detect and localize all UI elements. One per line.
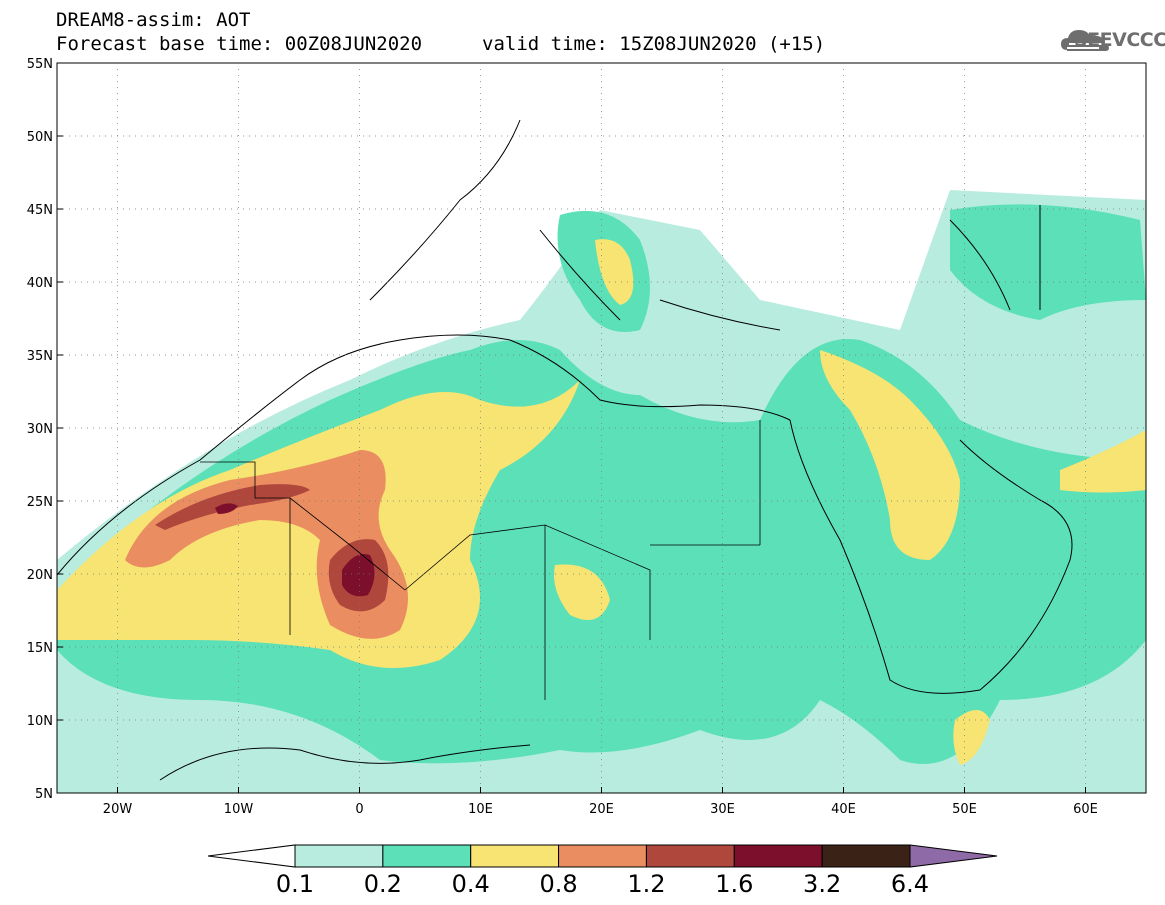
colorbar-arrow-low xyxy=(207,844,296,868)
lon-tick-label: 40E xyxy=(831,802,856,817)
borders xyxy=(200,420,761,700)
lon-tick-label: 10E xyxy=(468,802,493,817)
colorbar-swatch xyxy=(470,844,560,868)
lon-tick-label: 50E xyxy=(952,802,977,817)
valid-time: valid time: 15Z08JUN2020 (+15) xyxy=(482,33,826,55)
aot-region-moderate-caspian xyxy=(950,204,1146,320)
cloud-icon xyxy=(1061,30,1109,51)
colorbar-label: 1.6 xyxy=(715,870,753,898)
colorbar-label: 1.2 xyxy=(627,870,665,898)
lat-tick-label: 45N xyxy=(27,203,53,218)
aot-region-peak xyxy=(215,503,375,597)
aot-region-high-arabia xyxy=(820,350,960,560)
colorbar-swatch xyxy=(558,844,647,868)
colorbar-swatch xyxy=(294,844,384,868)
lon-tick-label: 20W xyxy=(103,802,133,817)
forecast-base-time: Forecast base time: 00Z08JUN2020 xyxy=(56,33,423,55)
lat-tick-label: 15N xyxy=(27,641,53,656)
colorbar-swatch xyxy=(382,844,472,868)
logo-text: SEEVCCC xyxy=(1074,29,1165,51)
lat-tick-label: 30N xyxy=(27,422,53,437)
lat-tick-label: 25N xyxy=(27,495,53,510)
colorbar-swatch xyxy=(645,844,735,868)
colorbar-label: 0.2 xyxy=(364,870,402,898)
lon-tick-label: 0 xyxy=(355,802,363,817)
lat-tick-label: 5N xyxy=(35,787,53,802)
map-title: DREAM8-assim: AOT xyxy=(56,9,251,31)
coastlines xyxy=(57,119,1073,781)
lon-tick-label: 20E xyxy=(589,802,614,817)
lat-tick-label: 35N xyxy=(27,349,53,364)
lat-ticks: 5N 10N 15N 20N 25N 30N 35N 40N 45N 50N 55N xyxy=(27,57,63,802)
lat-tick-label: 20N xyxy=(27,568,53,583)
colorbar-label: 0.4 xyxy=(452,870,490,898)
colorbar-label: 6.4 xyxy=(891,870,929,898)
lat-tick-label: 50N xyxy=(27,130,53,145)
lat-tick-label: 40N xyxy=(27,276,53,291)
lat-tick-label: 10N xyxy=(27,714,53,729)
lon-ticks: 20W 10W 0 10E 20E 30E 40E 50E 60E xyxy=(103,787,1098,817)
colorbar-swatch xyxy=(821,844,911,868)
colorbar-label: 0.8 xyxy=(539,870,577,898)
aot-region-high-somalia xyxy=(953,710,990,765)
colorbar-label: 0.1 xyxy=(276,870,314,898)
aot-region-high-balkans xyxy=(595,239,634,305)
colorbar-swatch xyxy=(733,844,823,868)
aot-field xyxy=(57,63,1146,793)
lon-tick-label: 30E xyxy=(710,802,735,817)
colorbar-label: 3.2 xyxy=(803,870,841,898)
lat-tick-label: 55N xyxy=(27,57,53,72)
lon-tick-label: 10W xyxy=(224,802,254,817)
aot-region-high-gulf xyxy=(1060,430,1146,493)
lon-tick-label: 60E xyxy=(1073,802,1098,817)
colorbar-arrow-high xyxy=(909,844,998,868)
aot-region-extreme xyxy=(155,484,389,612)
aot-region-high-sahel xyxy=(554,564,610,620)
